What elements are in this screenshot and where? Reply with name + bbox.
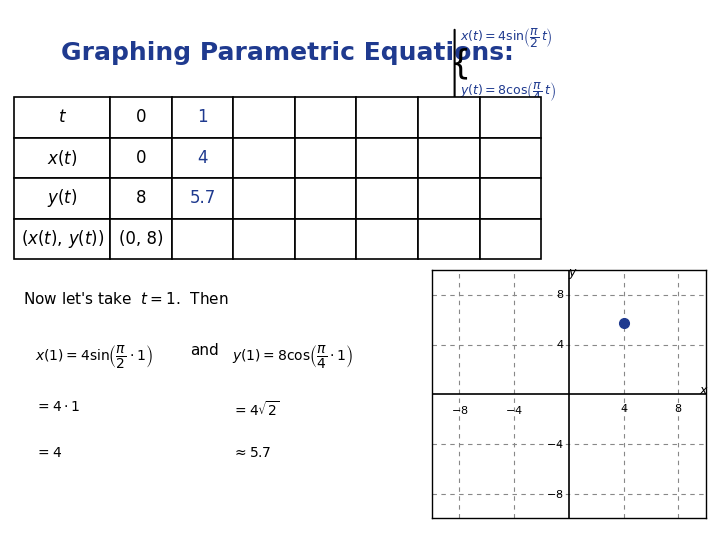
Bar xyxy=(14,138,110,178)
Text: $y(t) = 8\cos\!\left(\dfrac{\pi}{4}\,t\right)$: $y(t) = 8\cos\!\left(\dfrac{\pi}{4}\,t\r… xyxy=(460,80,556,104)
Text: $x$: $x$ xyxy=(698,384,708,397)
Text: (0, 8): (0, 8) xyxy=(119,230,163,248)
Text: 5.7: 5.7 xyxy=(189,190,215,207)
Text: $y$: $y$ xyxy=(568,267,578,281)
Text: 4: 4 xyxy=(620,404,627,414)
Bar xyxy=(295,178,356,219)
Bar xyxy=(172,178,233,219)
Bar xyxy=(480,219,541,259)
Text: $-8$: $-8$ xyxy=(451,404,468,416)
Text: 8: 8 xyxy=(135,190,146,207)
Bar xyxy=(356,97,418,138)
Text: $\approx 5.7$: $\approx 5.7$ xyxy=(232,446,270,460)
Bar xyxy=(418,97,480,138)
Text: $= 4\cdot 1$: $= 4\cdot 1$ xyxy=(35,400,81,414)
Text: and: and xyxy=(190,342,219,357)
Text: $y(1) = 8\cos\!\left(\dfrac{\pi}{4}\cdot 1\right)$: $y(1) = 8\cos\!\left(\dfrac{\pi}{4}\cdot… xyxy=(232,342,353,369)
Bar xyxy=(233,178,295,219)
Bar xyxy=(14,178,110,219)
Bar xyxy=(110,97,172,138)
Text: $= 4\sqrt{2}$: $= 4\sqrt{2}$ xyxy=(232,400,279,419)
Text: $y(t)$: $y(t)$ xyxy=(47,187,78,210)
Text: $x(1) = 4\sin\!\left(\dfrac{\pi}{2}\cdot 1\right)$: $x(1) = 4\sin\!\left(\dfrac{\pi}{2}\cdot… xyxy=(35,342,153,369)
Bar xyxy=(418,138,480,178)
Text: Graphing Parametric Equations:: Graphing Parametric Equations: xyxy=(60,40,513,65)
Bar xyxy=(233,219,295,259)
Text: $-8$: $-8$ xyxy=(546,488,563,500)
Bar xyxy=(480,138,541,178)
Text: 4: 4 xyxy=(557,340,563,349)
Bar xyxy=(480,178,541,219)
Text: $(x(t),\, y(t))$: $(x(t),\, y(t))$ xyxy=(21,228,104,250)
Bar xyxy=(110,178,172,219)
Text: $\{$: $\{$ xyxy=(449,47,468,83)
Text: Now let's take  $t = 1$.  Then: Now let's take $t = 1$. Then xyxy=(23,291,228,307)
Bar xyxy=(172,97,233,138)
Text: $x(t) = 4\sin\!\left(\dfrac{\pi}{2}\,t\right)$: $x(t) = 4\sin\!\left(\dfrac{\pi}{2}\,t\r… xyxy=(460,26,553,50)
Bar xyxy=(418,219,480,259)
Bar xyxy=(14,219,110,259)
Bar xyxy=(295,97,356,138)
Bar xyxy=(172,138,233,178)
Bar xyxy=(233,97,295,138)
Text: $t$: $t$ xyxy=(58,109,67,126)
Bar xyxy=(172,219,233,259)
Text: 0: 0 xyxy=(135,109,146,126)
Text: 0: 0 xyxy=(135,149,146,167)
Text: $-4$: $-4$ xyxy=(505,404,523,416)
Bar xyxy=(233,138,295,178)
Bar xyxy=(295,219,356,259)
Text: 8: 8 xyxy=(675,404,682,414)
Text: 4: 4 xyxy=(197,149,208,167)
Text: $-4$: $-4$ xyxy=(546,438,563,450)
Bar xyxy=(480,97,541,138)
Bar xyxy=(110,138,172,178)
Bar xyxy=(295,138,356,178)
Text: $x(t)$: $x(t)$ xyxy=(47,148,78,168)
Text: 8: 8 xyxy=(557,290,563,300)
Bar xyxy=(418,178,480,219)
Text: 1: 1 xyxy=(197,109,208,126)
Bar xyxy=(356,178,418,219)
Bar xyxy=(14,97,110,138)
Bar xyxy=(356,138,418,178)
Bar xyxy=(110,219,172,259)
Bar xyxy=(356,219,418,259)
Text: $= 4$: $= 4$ xyxy=(35,446,63,460)
